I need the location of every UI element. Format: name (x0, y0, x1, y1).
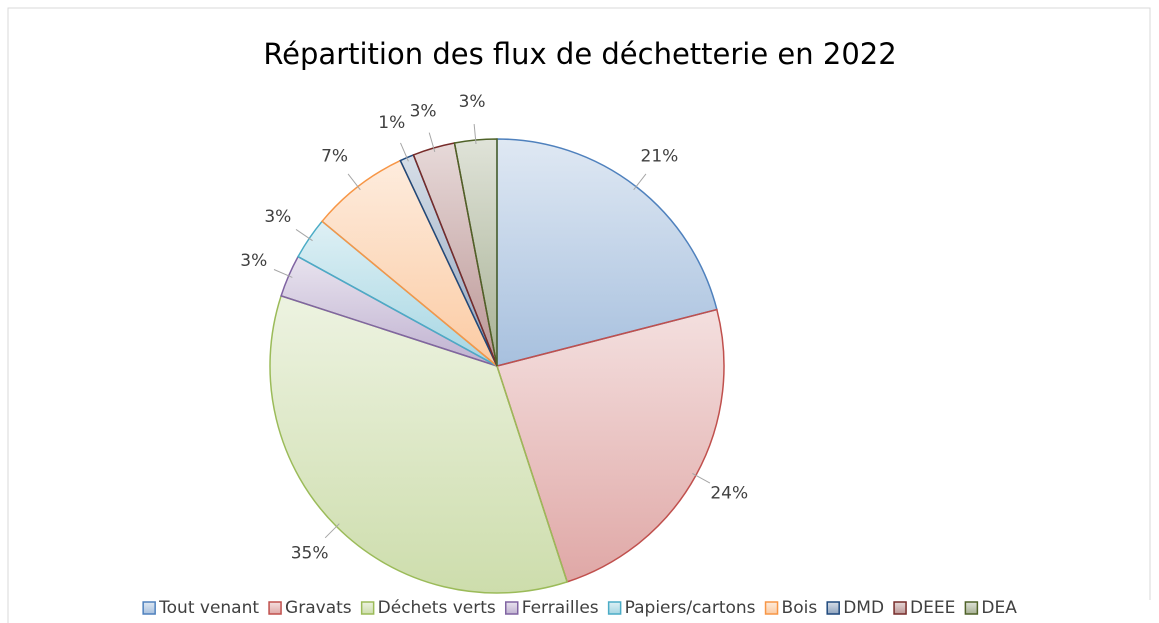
data-label: 3% (459, 92, 486, 112)
legend-label: Bois (782, 598, 818, 618)
legend-swatch (268, 601, 282, 615)
legend-swatch (607, 601, 622, 615)
legend-label: Ferrailles (522, 598, 599, 618)
data-label: 3% (264, 207, 291, 227)
leader-line (428, 132, 436, 152)
legend-label: Papiers/cartons (625, 598, 756, 618)
chart-title: Répartition des flux de déchetterie en 2… (263, 37, 896, 71)
data-label: 1% (378, 113, 405, 133)
legend-label: DMD (843, 598, 884, 618)
leader-line (273, 269, 293, 278)
legend-label: DEEE (910, 598, 955, 618)
leader-line (324, 523, 340, 539)
legend-label: Déchets verts (378, 598, 496, 618)
data-label: 3% (410, 102, 437, 122)
leader-line (295, 229, 313, 242)
leader-line (400, 142, 409, 162)
leader-line (633, 173, 647, 191)
leader-line (473, 124, 477, 145)
data-label: 21% (641, 147, 679, 167)
legend-swatch (893, 601, 907, 615)
data-label: 24% (710, 484, 748, 504)
legend-swatch (826, 601, 840, 615)
data-label: 35% (291, 543, 329, 563)
legend-swatch (764, 601, 779, 615)
legend-label: DEA (981, 598, 1017, 618)
chart-border (7, 7, 1151, 623)
data-label: 3% (240, 251, 267, 271)
legend-swatch (142, 601, 156, 615)
data-label: 7% (321, 147, 348, 167)
legend-swatch (504, 601, 519, 615)
leader-line (692, 472, 711, 484)
legend-swatch (360, 601, 375, 615)
legend-label: Gravats (285, 598, 352, 618)
legend-label: Tout venant (158, 598, 259, 618)
legend-swatch (964, 601, 979, 615)
leader-line (347, 173, 361, 191)
legend: Tout venant Gravats Déchets verts Ferraille… (142, 598, 1017, 618)
